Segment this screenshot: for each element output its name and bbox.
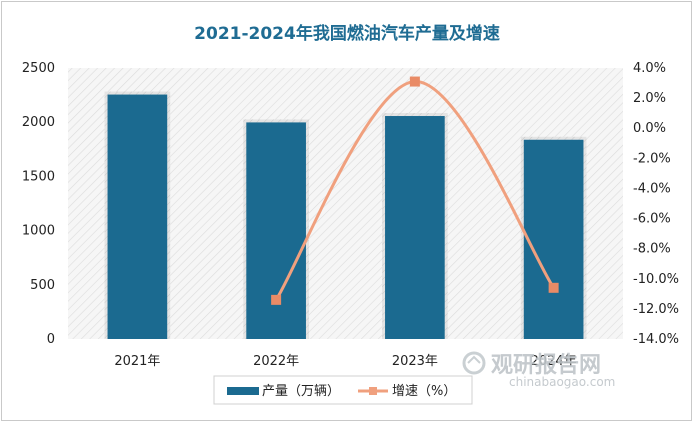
chart-title: 2021-2024年我国燃油汽车产量及增速 xyxy=(194,23,500,44)
legend-item-bar: 产量（万辆） xyxy=(227,384,340,399)
watermark-logo-mark-icon xyxy=(467,355,481,364)
y-right-tick-label: -14.0% xyxy=(633,332,679,347)
bar xyxy=(385,116,445,339)
bar xyxy=(246,122,306,339)
legend-line-marker xyxy=(369,387,377,395)
y-left-tick-label: 1000 xyxy=(22,224,55,239)
y-right-tick-label: 4.0% xyxy=(633,61,666,76)
y-right-tick-label: -2.0% xyxy=(633,151,671,166)
bar xyxy=(107,94,168,339)
y-right-tick-label: 2.0% xyxy=(633,91,666,106)
category-label: 2021年 xyxy=(114,354,160,369)
y-right-tick-label: -8.0% xyxy=(633,242,671,257)
line-layer xyxy=(271,76,559,305)
left-axis: 0 500 1000 1500 2000 2500 xyxy=(22,61,55,347)
y-left-tick-label: 2500 xyxy=(22,61,55,76)
watermark-logo-icon xyxy=(462,351,486,375)
category-label: 2023年 xyxy=(392,354,438,369)
y-left-tick-label: 2000 xyxy=(22,115,55,130)
watermark: 观研报告网 chinabaogao.com xyxy=(462,351,615,389)
growth-point xyxy=(271,294,282,305)
y-right-tick-label: 0.0% xyxy=(633,121,666,136)
right-axis: -14.0% -12.0% -10.0% -8.0% -6.0% -4.0% -2.0% 0.… xyxy=(633,61,679,347)
category-label: 2022年 xyxy=(253,354,299,369)
y-right-tick-label: -4.0% xyxy=(633,181,671,196)
y-left-tick-label: 1500 xyxy=(22,169,55,184)
y-right-tick-label: -10.0% xyxy=(633,272,679,287)
y-right-tick-label: -12.0% xyxy=(633,302,679,317)
bar xyxy=(523,139,584,339)
category-label: 2024年 xyxy=(531,354,577,369)
watermark-url: chinabaogao.com xyxy=(509,375,615,389)
legend-bar-swatch xyxy=(227,387,259,395)
legend-item-line: 增速（%） xyxy=(358,384,456,399)
watermark-name: 观研报告网 xyxy=(491,353,601,378)
y-left-tick-label: 0 xyxy=(47,332,55,347)
growth-point xyxy=(409,76,420,87)
y-right-tick-label: -6.0% xyxy=(633,212,671,227)
y-left-tick-label: 500 xyxy=(30,278,55,293)
category-labels: 2021年 2022年 2023年 2024年 xyxy=(114,354,576,369)
legend-bar-label: 产量（万辆） xyxy=(262,384,340,399)
growth-point xyxy=(548,282,559,293)
legend-line-label: 增速（%） xyxy=(392,384,456,399)
